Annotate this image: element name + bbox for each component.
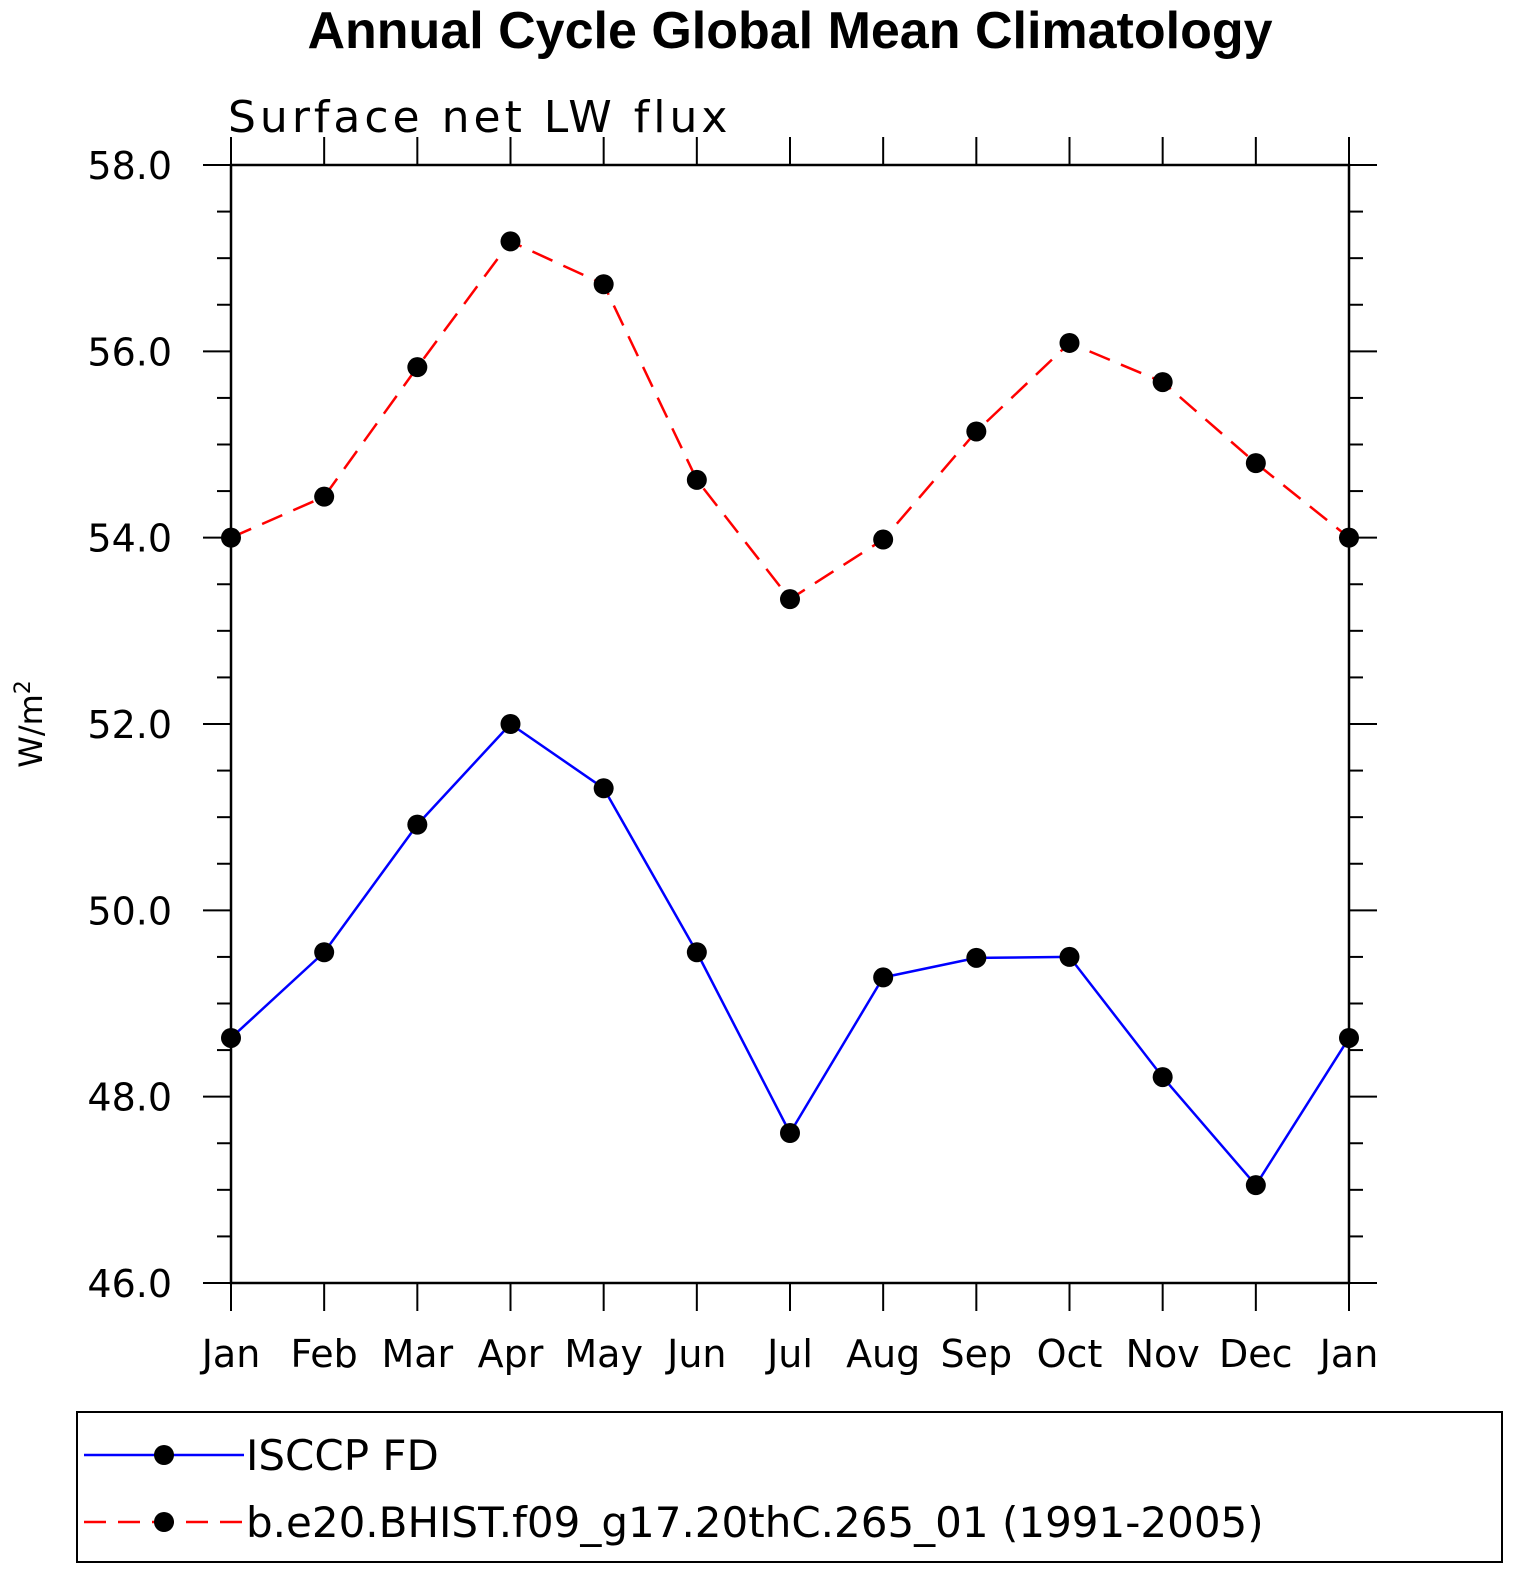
x-tick-label: Jan — [1318, 1332, 1379, 1376]
plot-frame — [229, 163, 1351, 1285]
series-0-point — [314, 942, 335, 963]
y-axis-ticks: 46.0 48.0 50.0 52.0 54.0 56.0 58.0 — [87, 144, 1377, 1306]
series-1-point — [686, 469, 707, 490]
x-tick-label: May — [564, 1332, 643, 1376]
series-1-point — [1245, 453, 1266, 474]
y-tick-label: 52.0 — [87, 703, 172, 747]
x-tick-label: Jun — [665, 1332, 726, 1376]
series-0-point — [1152, 1067, 1173, 1088]
series-1-point — [500, 231, 521, 252]
series-0-point — [1339, 1027, 1359, 1048]
y-tick-label: 58.0 — [87, 144, 172, 188]
chart-title: Annual Cycle Global Mean Climatology — [307, 2, 1272, 60]
legend: ISCCP FD b.e20.BHIST.f09_g17.20thC.265_0… — [76, 1411, 1503, 1563]
x-tick-label: Jan — [200, 1332, 261, 1376]
series-1-point — [780, 589, 800, 610]
x-tick-label: Apr — [478, 1332, 544, 1376]
x-tick-label: Dec — [1219, 1332, 1293, 1376]
series-1-point — [407, 357, 428, 378]
y-tick-label: 48.0 — [87, 1076, 172, 1120]
series-0-point — [1059, 946, 1080, 967]
series-0-point — [593, 778, 614, 799]
series-0-point — [1245, 1175, 1266, 1196]
series-0-point — [780, 1123, 800, 1144]
series-0-point — [966, 947, 987, 968]
series-1-point — [314, 486, 335, 507]
series-layer — [221, 231, 1359, 1196]
y-tick-label: 46.0 — [87, 1262, 172, 1306]
series-0-point — [221, 1027, 241, 1048]
x-tick-label: Nov — [1126, 1332, 1200, 1376]
x-tick-label: Oct — [1037, 1332, 1103, 1376]
series-0-point — [873, 967, 894, 988]
x-tick-label: Mar — [381, 1332, 453, 1376]
series-0-point — [407, 814, 428, 835]
x-tick-label: Aug — [846, 1332, 920, 1376]
series-1-point — [221, 527, 241, 548]
plot-axes — [229, 163, 1351, 1285]
series-1-point — [1339, 527, 1359, 548]
y-tick-label: 54.0 — [87, 517, 172, 561]
y-axis-label-superscript: 2 — [11, 680, 36, 694]
x-axis-ticks: Jan Feb Mar Apr May Jun Jul Aug Sep Oct Nov Dec Jan — [200, 137, 1379, 1376]
series-0-point — [686, 942, 707, 963]
legend-box — [76, 1411, 1503, 1563]
y-axis-label: W/m2 — [11, 680, 50, 768]
series-1-point — [1059, 332, 1080, 353]
series-line-1 — [230, 240, 1350, 601]
legend-marker-isccp — [154, 1445, 174, 1465]
legend-marker-model — [154, 1512, 174, 1532]
x-tick-label: Jul — [765, 1332, 813, 1376]
legend-label-model: b.e20.BHIST.f09_g17.20thC.265_01 (1991-2… — [246, 1498, 1264, 1547]
series-1-point — [593, 274, 614, 295]
legend-label-isccp: ISCCP FD — [246, 1431, 439, 1480]
series-1-point — [873, 529, 894, 550]
series-1-point — [1152, 372, 1173, 393]
x-tick-label: Sep — [941, 1332, 1013, 1376]
series-line-0 — [230, 722, 1351, 1187]
x-tick-label: Feb — [291, 1332, 358, 1376]
series-0-point — [500, 714, 521, 734]
y-tick-label: 56.0 — [87, 330, 172, 374]
series-1-point — [966, 421, 987, 442]
y-tick-label: 50.0 — [87, 889, 172, 933]
chart-subtitle: Surface net LW flux — [228, 92, 731, 143]
